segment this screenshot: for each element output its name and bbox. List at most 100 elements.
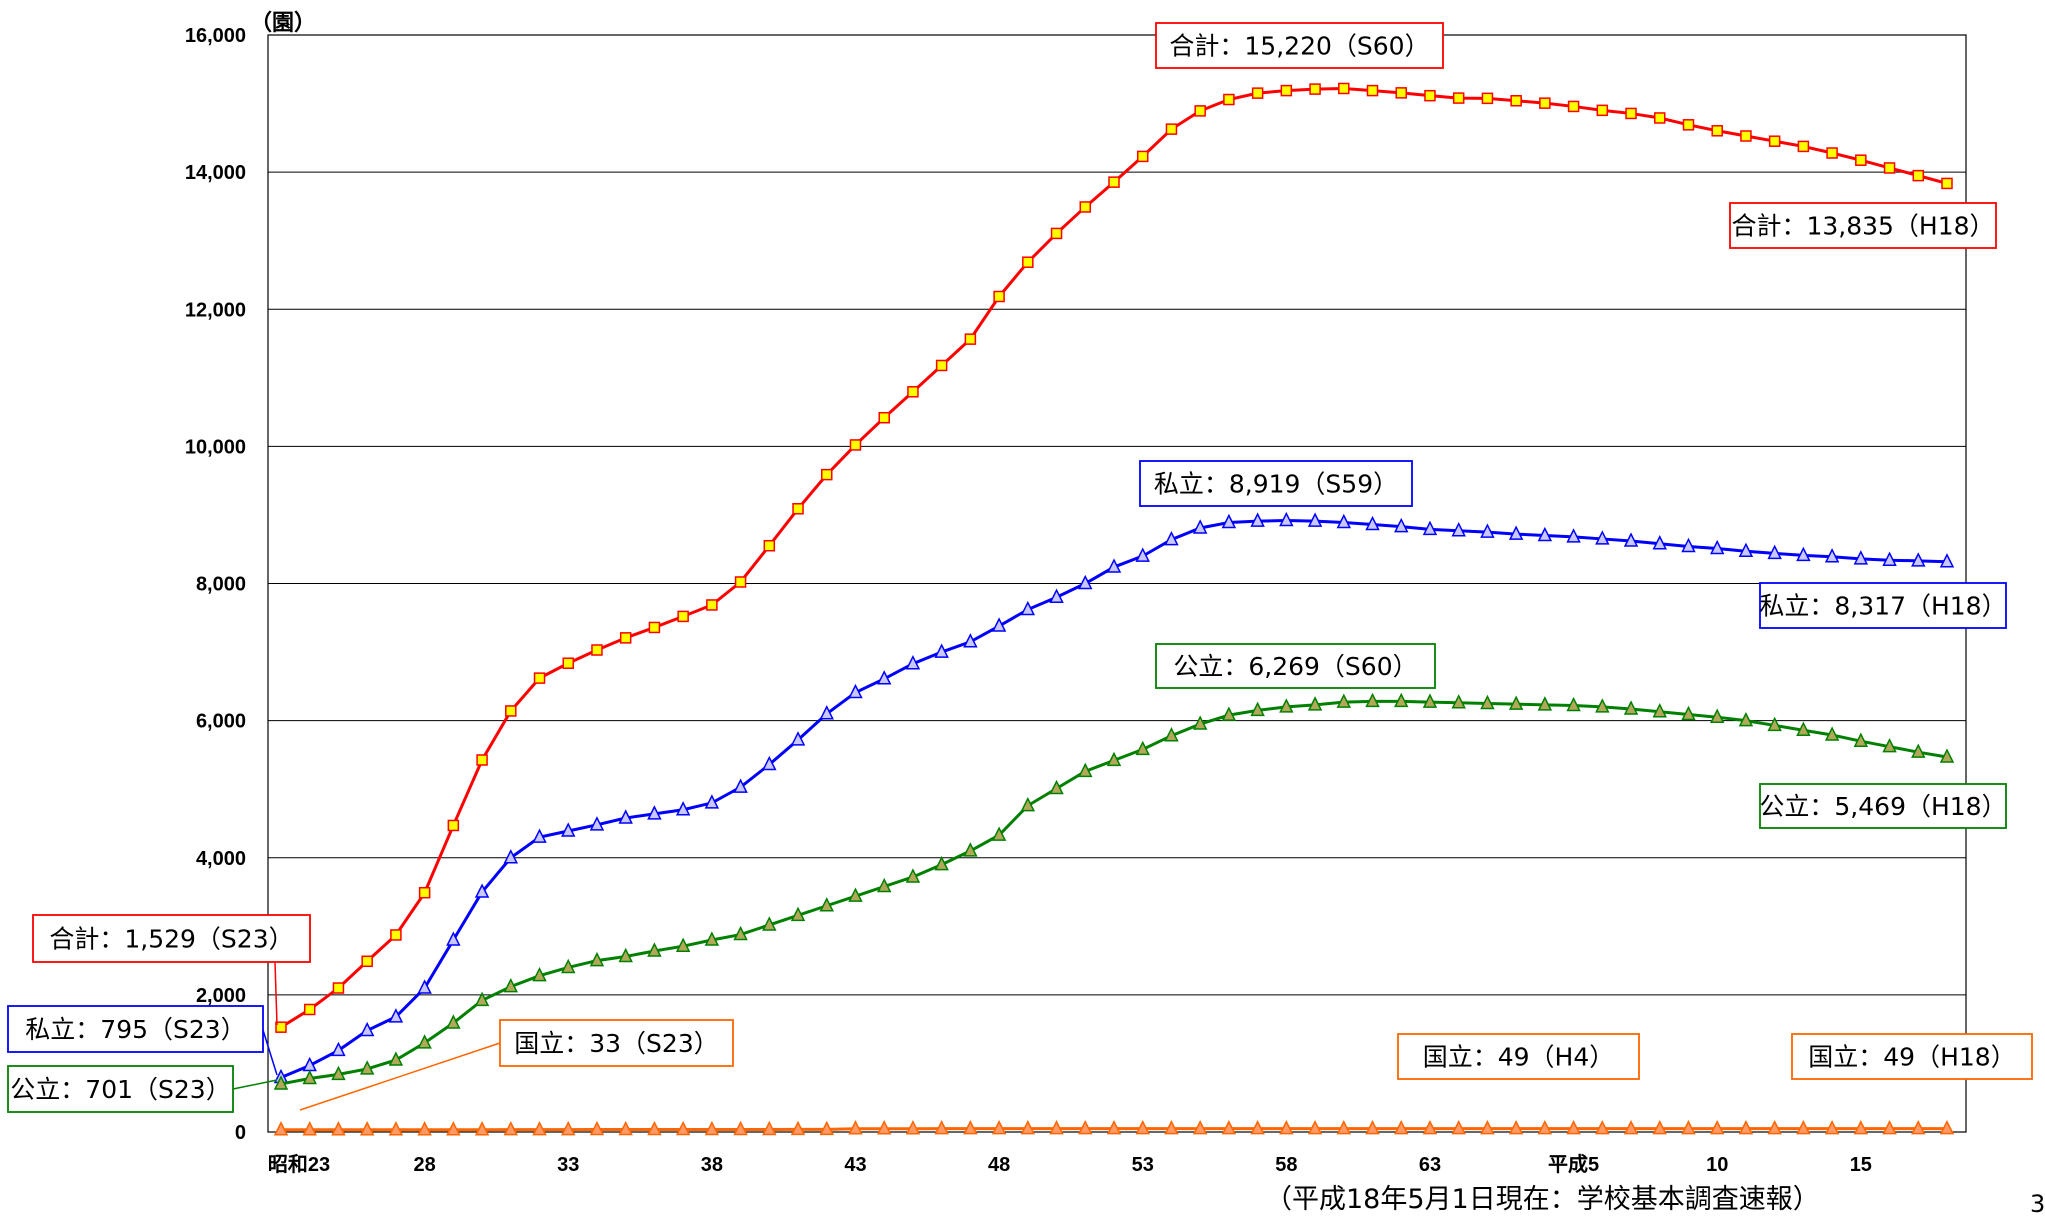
data-point-total bbox=[1912, 169, 1925, 182]
data-point-public bbox=[388, 1051, 404, 1066]
data-point-private bbox=[503, 849, 519, 864]
data-point-public bbox=[1307, 696, 1323, 711]
data-point-public bbox=[848, 887, 863, 902]
data-point-public bbox=[1738, 711, 1754, 727]
data-point-total bbox=[1165, 123, 1178, 135]
data-point-total bbox=[677, 610, 689, 623]
callout-private-s59: 私立：8,919（S59） bbox=[1139, 460, 1413, 507]
data-point-national bbox=[1595, 1119, 1610, 1135]
callout-leader-line bbox=[262, 1029, 278, 1076]
data-point-public bbox=[1566, 696, 1581, 712]
data-point-national bbox=[1767, 1119, 1782, 1135]
y-axis-tick-labels: 0 2,000 4,000 6,000 8,000 10,000 12,000 14,000 1… bbox=[185, 25, 246, 1144]
data-point-public bbox=[1480, 694, 1495, 710]
callout-leader-line bbox=[299, 1042, 501, 1111]
data-point-public bbox=[561, 958, 576, 974]
data-point-public bbox=[273, 1075, 289, 1090]
data-point-private bbox=[1164, 530, 1179, 546]
data-point-total bbox=[1941, 177, 1953, 190]
page-number: 3 bbox=[2030, 1190, 2045, 1216]
data-point-private bbox=[1365, 515, 1380, 531]
data-point-private bbox=[1135, 547, 1150, 562]
callout-national-h4: 国立：49（H4） bbox=[1397, 1033, 1640, 1080]
y-tick-label: 16,000 bbox=[185, 25, 246, 47]
data-point-national bbox=[963, 1119, 978, 1135]
data-point-private bbox=[1422, 520, 1438, 536]
series-national bbox=[273, 1119, 1955, 1136]
data-point-private bbox=[876, 670, 892, 685]
series-line-private bbox=[280, 518, 1948, 1079]
data-point-national bbox=[1307, 1119, 1323, 1135]
y-tick-label: 14,000 bbox=[185, 162, 246, 184]
x-tick-label: 33 bbox=[557, 1154, 579, 1176]
data-point-national bbox=[1738, 1119, 1754, 1135]
data-point-total bbox=[763, 539, 776, 552]
callout-private-s23: 私立：795（S23） bbox=[7, 1005, 278, 1076]
data-point-private bbox=[618, 809, 633, 824]
data-point-public bbox=[1911, 743, 1926, 758]
data-point-private bbox=[532, 828, 547, 843]
data-point-public bbox=[1882, 738, 1897, 753]
data-point-private bbox=[474, 883, 490, 898]
callout-private-h18: 私立：8,317（H18） bbox=[1759, 582, 2007, 629]
data-point-private bbox=[417, 979, 432, 994]
data-point-public bbox=[1279, 698, 1294, 713]
data-point-private bbox=[1939, 553, 1955, 568]
data-point-total bbox=[1797, 140, 1810, 153]
data-point-public bbox=[474, 991, 490, 1007]
data-point-total bbox=[1481, 92, 1494, 105]
data-point-private bbox=[1336, 513, 1352, 529]
data-point-total bbox=[849, 439, 862, 451]
data-point-private bbox=[1853, 550, 1869, 565]
x-tick-label: 43 bbox=[844, 1154, 866, 1176]
series-layer bbox=[273, 82, 1955, 1136]
data-point-national bbox=[905, 1120, 921, 1135]
data-point-public bbox=[503, 977, 519, 993]
data-point-total bbox=[1309, 83, 1321, 95]
data-point-public bbox=[1192, 715, 1208, 730]
x-axis-tick-labels: 昭和23 28 33 38 43 48 53 58 63 平成5 10 15 bbox=[268, 1152, 1872, 1176]
data-point-public bbox=[359, 1060, 375, 1075]
data-point-national bbox=[1508, 1119, 1524, 1135]
callout-total-s60: 合計：15,220（S60） bbox=[1155, 22, 1444, 69]
data-point-public bbox=[1336, 693, 1352, 708]
x-tick-label: 38 bbox=[701, 1154, 723, 1176]
series-private bbox=[273, 511, 1955, 1084]
data-point-public bbox=[1365, 692, 1380, 708]
data-point-private bbox=[1192, 519, 1208, 534]
data-point-private bbox=[1796, 546, 1811, 562]
data-point-national bbox=[1911, 1119, 1926, 1135]
data-point-total bbox=[1280, 84, 1293, 97]
data-point-total bbox=[303, 1003, 316, 1016]
data-point-total bbox=[562, 657, 574, 669]
callout-label: 国立：49（H18） bbox=[1808, 1043, 2015, 1072]
data-point-public bbox=[1221, 706, 1237, 721]
data-point-total bbox=[1740, 130, 1752, 142]
data-point-total bbox=[1625, 107, 1637, 120]
data-point-total bbox=[1395, 87, 1407, 99]
data-point-public bbox=[1796, 721, 1811, 736]
callout-label: 私立：795（S23） bbox=[25, 1015, 245, 1044]
data-point-total bbox=[1855, 154, 1867, 166]
data-point-private bbox=[1681, 537, 1696, 553]
data-point-total bbox=[935, 359, 948, 372]
data-point-public bbox=[647, 942, 662, 957]
callout-box bbox=[7, 1065, 234, 1113]
y-tick-label: 0 bbox=[235, 1122, 246, 1144]
callout-label: 公立：6,269（S60） bbox=[1173, 652, 1417, 681]
data-point-total bbox=[361, 955, 373, 968]
data-point-national bbox=[1250, 1119, 1265, 1135]
data-point-total bbox=[1768, 135, 1781, 147]
data-point-private bbox=[446, 931, 461, 946]
data-point-national bbox=[388, 1121, 404, 1136]
data-point-total bbox=[1711, 125, 1723, 137]
data-point-private bbox=[1307, 512, 1323, 527]
data-point-private bbox=[733, 778, 748, 793]
data-point-private bbox=[1911, 552, 1926, 567]
data-point-total bbox=[734, 576, 747, 588]
data-point-private bbox=[1508, 525, 1524, 540]
data-point-public bbox=[1939, 748, 1955, 763]
data-point-total bbox=[332, 982, 345, 994]
x-tick-label: 10 bbox=[1706, 1154, 1728, 1176]
